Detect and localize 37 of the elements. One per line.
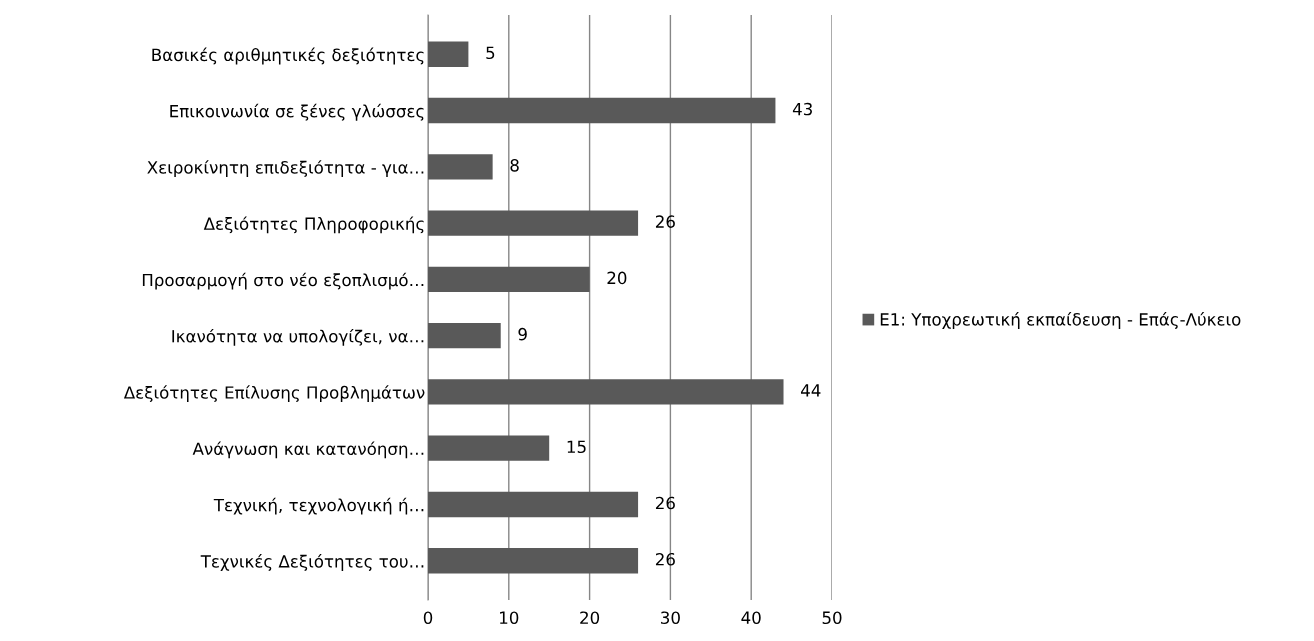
bar — [428, 266, 590, 293]
data-label: 26 — [655, 496, 675, 510]
y-tick-label: Δεξιότητες Πληροφορικής — [203, 216, 424, 234]
y-tick-label: Χειροκίνητη επιδεξιότητα - για… — [147, 160, 424, 177]
x-tick-label: 50 — [822, 611, 842, 625]
data-label: 26 — [655, 215, 675, 228]
x-tick-label: 0 — [423, 611, 433, 625]
bar — [428, 491, 639, 518]
y-tick-label: Επικοινωνία σε ξένες γλώσσες — [170, 103, 424, 121]
y-tick-label: Δεξιότητες Επίλυσης Προβλημάτων — [123, 385, 425, 403]
data-label: 20 — [607, 271, 627, 285]
bar — [428, 97, 776, 124]
bar — [428, 322, 501, 349]
x-tick-label: 20 — [580, 611, 600, 625]
bar — [428, 548, 639, 574]
data-label: 26 — [655, 552, 675, 566]
data-label: 44 — [801, 384, 821, 397]
y-tick-label: Τεχνική, τεχνολογική ή… — [213, 497, 424, 515]
x-tick-label: 30 — [661, 611, 680, 625]
bar — [428, 435, 550, 461]
data-label: 43 — [792, 102, 812, 116]
legend-label: Ε1: Υποχρεωτική εκπαίδευση - Επάς-Λύκειο — [880, 312, 1241, 329]
bar — [428, 210, 639, 236]
data-label: 9 — [518, 327, 527, 341]
y-tick-label: Βασικές αριθμητικές δεξιότητες — [152, 47, 424, 65]
data-label: 8 — [510, 159, 519, 172]
y-tick-label: Ανάγνωση και κατανόηση… — [192, 441, 424, 459]
bar — [428, 379, 784, 405]
data-label: 5 — [486, 46, 495, 60]
y-tick-label: Ικανότητα να υπολογίζει, να… — [172, 328, 424, 346]
data-label: 15 — [567, 440, 586, 454]
x-tick-label: 40 — [741, 611, 761, 625]
y-tick-label: Προσαρμογή στο νέο εξοπλισμό… — [142, 272, 424, 290]
x-tick-label: 10 — [500, 611, 519, 625]
y-tick-label: Τεχνικές Δεξιότητες του… — [200, 554, 424, 571]
bar — [428, 41, 469, 67]
bar — [428, 154, 493, 180]
